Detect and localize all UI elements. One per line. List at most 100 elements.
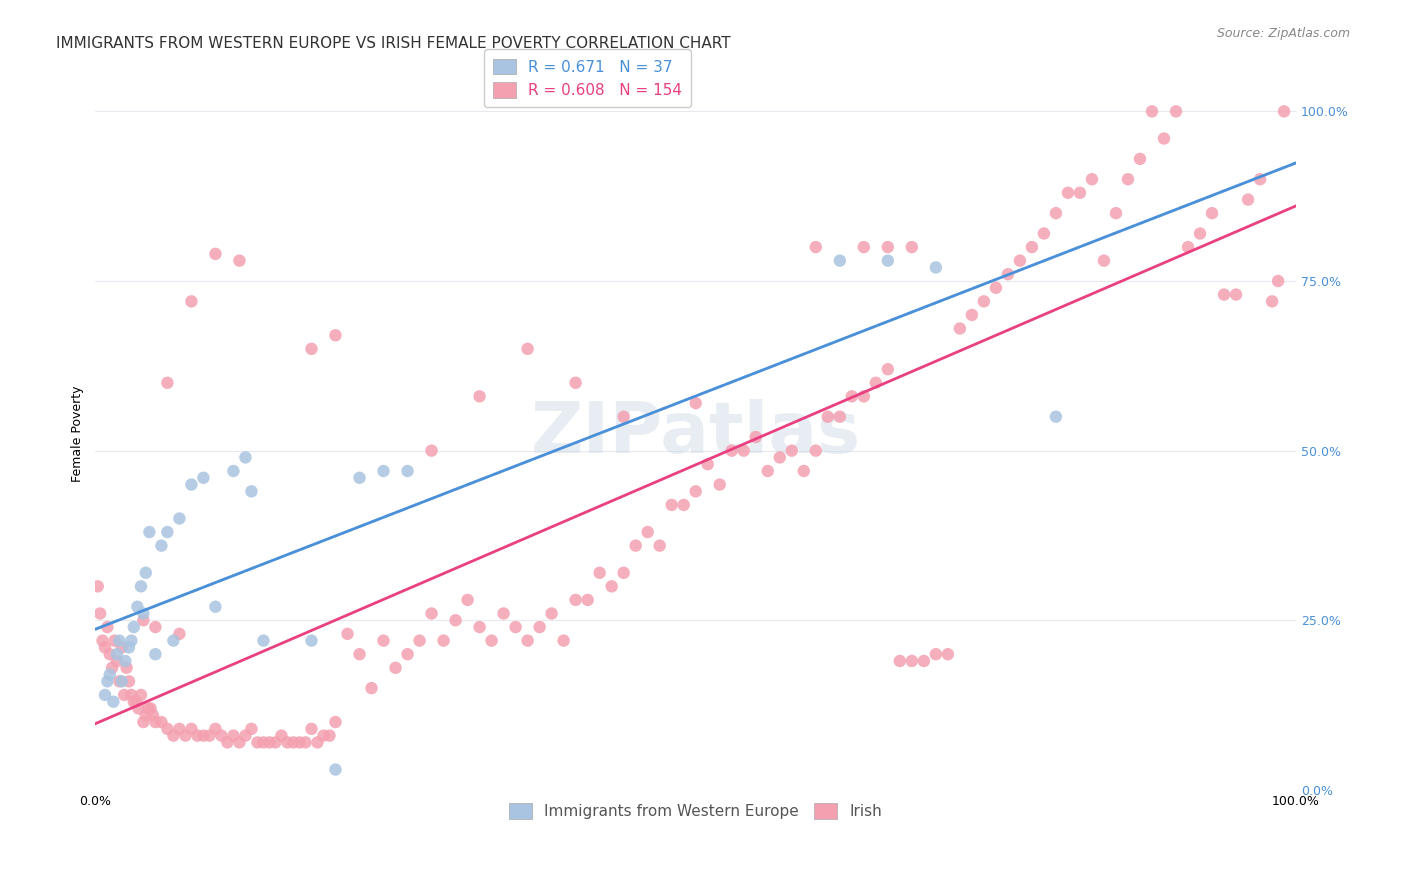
Point	[129, 579, 152, 593]
Point	[307, 735, 329, 749]
Point	[720, 443, 742, 458]
Point	[288, 735, 311, 749]
Point	[793, 464, 815, 478]
Point	[516, 342, 538, 356]
Point	[193, 729, 215, 743]
Point	[889, 654, 911, 668]
Point	[661, 498, 683, 512]
Point	[145, 647, 167, 661]
Point	[162, 729, 184, 743]
Point	[150, 539, 173, 553]
Point	[408, 633, 430, 648]
Point	[252, 735, 274, 749]
Point	[325, 714, 347, 729]
Point	[516, 633, 538, 648]
Point	[600, 579, 623, 593]
Point	[1069, 186, 1091, 200]
Point	[112, 688, 135, 702]
Point	[349, 647, 371, 661]
Point	[240, 722, 263, 736]
Point	[1249, 172, 1271, 186]
Point	[349, 471, 371, 485]
Point	[1213, 287, 1236, 301]
Point	[270, 729, 292, 743]
Point	[325, 763, 347, 777]
Point	[613, 566, 636, 580]
Point	[142, 708, 165, 723]
Point	[505, 620, 527, 634]
Point	[301, 633, 323, 648]
Point	[136, 701, 159, 715]
Point	[1045, 206, 1067, 220]
Legend: Immigrants from Western Europe, Irish: Immigrants from Western Europe, Irish	[503, 797, 889, 825]
Point	[217, 735, 239, 749]
Point	[1267, 274, 1289, 288]
Point	[529, 620, 551, 634]
Point	[128, 701, 150, 715]
Point	[373, 464, 395, 478]
Point	[294, 735, 316, 749]
Point	[222, 464, 245, 478]
Point	[145, 620, 167, 634]
Point	[769, 450, 792, 465]
Point	[120, 688, 142, 702]
Point	[1164, 104, 1187, 119]
Point	[222, 729, 245, 743]
Point	[122, 620, 145, 634]
Point	[1008, 253, 1031, 268]
Point	[98, 667, 121, 681]
Point	[127, 599, 149, 614]
Point	[246, 735, 269, 749]
Point	[103, 695, 125, 709]
Point	[336, 627, 359, 641]
Point	[108, 633, 131, 648]
Point	[180, 477, 202, 491]
Point	[120, 633, 142, 648]
Point	[118, 640, 141, 655]
Point	[1201, 206, 1223, 220]
Point	[1045, 409, 1067, 424]
Point	[135, 708, 157, 723]
Point	[1129, 152, 1152, 166]
Point	[103, 633, 125, 648]
Point	[373, 633, 395, 648]
Point	[138, 524, 160, 539]
Point	[132, 714, 155, 729]
Point	[553, 633, 575, 648]
Point	[420, 607, 443, 621]
Point	[193, 471, 215, 485]
Point	[91, 633, 114, 648]
Point	[444, 613, 467, 627]
Point	[204, 722, 226, 736]
Point	[180, 722, 202, 736]
Point	[1092, 253, 1115, 268]
Point	[252, 633, 274, 648]
Point	[1237, 193, 1260, 207]
Point	[132, 607, 155, 621]
Point	[169, 627, 191, 641]
Point	[264, 735, 287, 749]
Point	[186, 729, 208, 743]
Point	[114, 654, 136, 668]
Point	[209, 729, 232, 743]
Point	[637, 524, 659, 539]
Point	[198, 729, 221, 743]
Point	[1189, 227, 1212, 241]
Point	[817, 409, 839, 424]
Point	[301, 342, 323, 356]
Point	[876, 253, 898, 268]
Point	[1105, 206, 1128, 220]
Point	[960, 308, 983, 322]
Point	[828, 253, 851, 268]
Point	[733, 443, 755, 458]
Point	[984, 281, 1007, 295]
Point	[129, 688, 152, 702]
Point	[709, 477, 731, 491]
Point	[360, 681, 382, 695]
Text: IMMIGRANTS FROM WESTERN EUROPE VS IRISH FEMALE POVERTY CORRELATION CHART: IMMIGRANTS FROM WESTERN EUROPE VS IRISH …	[56, 36, 731, 51]
Point	[111, 640, 134, 655]
Point	[997, 267, 1019, 281]
Point	[1057, 186, 1080, 200]
Point	[672, 498, 695, 512]
Point	[132, 613, 155, 627]
